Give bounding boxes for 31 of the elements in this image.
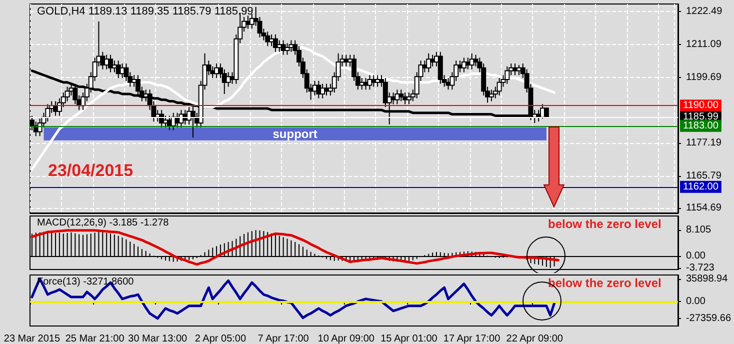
ref-line-label: 1185.99 — [683, 112, 719, 123]
ref-line-label: 1190.00 — [683, 100, 719, 112]
annotation: below the zero level — [548, 276, 662, 290]
x-tick-label: 23 Mar 2015 — [4, 334, 60, 344]
x-tick-label: 30 Mar 13:00 — [128, 334, 188, 344]
y-tick-label: 1211.09 — [686, 38, 722, 50]
y-tick-label: 1177.19 — [686, 137, 722, 148]
y-tick-label: -27359.66 — [686, 313, 732, 324]
x-tick-label: 25 Mar 21:00 — [65, 334, 125, 344]
x-tick-label: 10 Apr 09:00 — [318, 334, 375, 344]
y-tick-label: 1165.79 — [686, 170, 722, 182]
x-tick-label: 22 Apr 09:00 — [506, 334, 564, 344]
y-tick-label: 35898.94 — [686, 273, 728, 284]
y-tick-label: 8.105 — [686, 224, 712, 236]
x-tick-label: 2 Apr 05:00 — [194, 334, 246, 344]
x-tick-label: 7 Apr 17:00 — [258, 334, 310, 344]
x-tick-label: 17 Apr 17:00 — [443, 334, 501, 344]
y-tick-label: 1199.69 — [686, 72, 722, 83]
y-tick-label: 1222.49 — [686, 6, 723, 17]
chart-title: GOLD,H4 1189.13 1189.35 1185.79 1185.99 — [37, 6, 254, 18]
annotation: below the zero level — [548, 217, 662, 231]
chart-title: MACD(12,26,9) -3.185 -1.278 — [37, 218, 170, 228]
annotation: 23/04/2015 — [48, 161, 134, 180]
y-tick-label: 0.00 — [686, 250, 706, 262]
y-tick-label: 0.00 — [686, 296, 706, 307]
ref-line-label: 1162.00 — [683, 181, 719, 192]
y-tick-label: 1154.69 — [686, 202, 722, 214]
x-tick-label: 15 Apr 01:00 — [380, 334, 438, 344]
band-label: support — [272, 126, 318, 141]
y-tick-label: -3.723 — [686, 262, 715, 274]
ref-line-label: 1183.00 — [683, 120, 719, 132]
